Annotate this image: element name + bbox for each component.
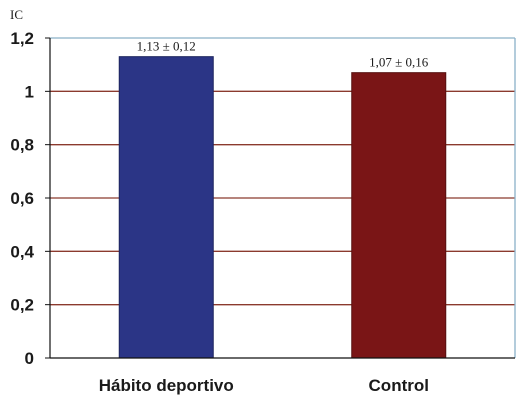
y-axis-title: IC <box>10 7 23 22</box>
y-tick-label: 1,2 <box>10 29 34 48</box>
data-label: 1,07 ± 0,16 <box>369 55 429 70</box>
bars <box>118 56 447 359</box>
y-tick-label: 0,2 <box>10 296 34 315</box>
y-tick-label: 0,4 <box>10 242 34 261</box>
category-label: Hábito deportivo <box>99 376 234 395</box>
y-tick-label: 0,8 <box>10 136 34 155</box>
y-tick-label: 0 <box>25 349 34 368</box>
category-label: Control <box>369 376 429 395</box>
y-tick-label: 1 <box>25 82 34 101</box>
bar <box>351 72 447 359</box>
y-tick-label: 0,6 <box>10 189 34 208</box>
data-labels: 1,13 ± 0,12 1,07 ± 0,16 <box>137 39 429 70</box>
bar <box>118 56 214 359</box>
data-label: 1,13 ± 0,12 <box>137 39 196 54</box>
category-labels: Hábito deportivo Control <box>99 376 429 395</box>
y-tick-labels: 0 0,2 0,4 0,6 0,8 1 1,2 <box>10 29 50 368</box>
